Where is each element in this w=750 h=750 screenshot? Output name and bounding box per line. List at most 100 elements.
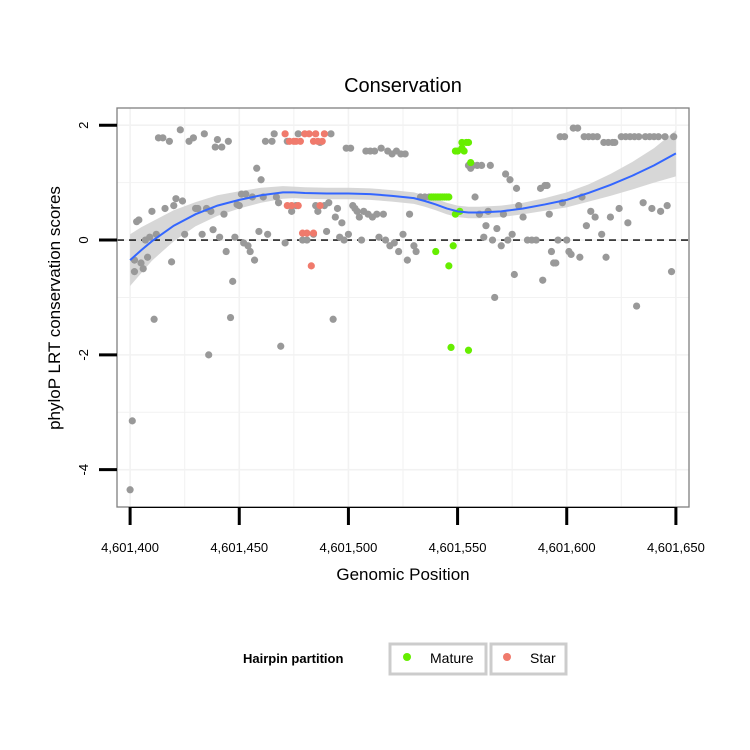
chart-title: Conservation	[344, 75, 462, 97]
point-other	[488, 236, 497, 244]
point-other	[539, 276, 547, 284]
point-other	[327, 130, 335, 138]
legend-key-star-dot	[503, 653, 511, 661]
point-other	[222, 247, 230, 256]
point-other	[410, 242, 418, 250]
point-other	[322, 227, 331, 236]
point-other	[161, 204, 169, 213]
point-other	[381, 236, 390, 244]
legend-key-mature-dot	[403, 653, 411, 661]
point-other	[242, 190, 250, 198]
point-other	[224, 137, 232, 145]
point-other	[338, 219, 346, 227]
point-other	[353, 207, 361, 215]
y-axis: -4 -2 0 2	[76, 122, 117, 476]
point-other	[375, 233, 383, 241]
point-other	[235, 201, 243, 210]
point-other	[482, 222, 490, 230]
point-other	[257, 176, 265, 184]
point-other	[264, 230, 272, 238]
point-other	[471, 193, 479, 201]
point-other	[281, 239, 289, 247]
y-tick-label: 2	[76, 122, 91, 129]
x-tick-label: 4,601,450	[210, 540, 268, 555]
point-star	[296, 137, 304, 145]
point-other	[567, 250, 575, 258]
point-star	[318, 137, 326, 145]
point-star	[309, 229, 318, 237]
point-other	[268, 137, 276, 145]
point-other	[624, 219, 632, 227]
point-other	[130, 268, 139, 276]
point-other	[194, 204, 202, 213]
point-mature	[447, 343, 455, 351]
legend-label-star: Star	[530, 650, 556, 666]
point-other	[288, 207, 296, 215]
point-other	[574, 124, 582, 132]
point-mature	[445, 262, 453, 270]
point-other	[150, 315, 158, 323]
point-other	[270, 130, 278, 138]
point-other	[486, 161, 494, 170]
point-other	[635, 133, 643, 141]
point-other	[255, 227, 263, 236]
point-other	[648, 204, 656, 213]
point-other	[491, 293, 499, 302]
point-other	[502, 170, 510, 178]
point-other	[231, 233, 239, 241]
point-other	[654, 133, 663, 141]
x-axis-title: Genomic Position	[336, 565, 469, 584]
point-other	[560, 133, 569, 141]
point-star	[307, 262, 315, 270]
point-other	[615, 204, 623, 213]
point-other	[598, 230, 606, 238]
point-other	[314, 207, 322, 215]
point-other	[213, 135, 222, 144]
point-other	[294, 130, 302, 138]
point-other	[510, 270, 518, 279]
point-star	[316, 201, 324, 210]
point-other	[211, 143, 219, 151]
y-tick-label: 0	[76, 236, 91, 243]
point-other	[532, 236, 540, 244]
x-tick-label: 4,601,600	[538, 540, 596, 555]
point-star	[288, 201, 296, 210]
point-other	[277, 342, 285, 350]
point-mature	[449, 242, 457, 250]
point-mature	[432, 247, 440, 256]
point-other	[591, 213, 599, 221]
point-other	[347, 144, 355, 152]
point-other	[477, 161, 486, 170]
point-star	[294, 201, 302, 210]
point-other	[403, 256, 411, 264]
point-other	[506, 176, 514, 184]
point-other	[253, 164, 261, 172]
smooth-line	[129, 152, 677, 261]
point-other	[401, 150, 409, 158]
point-star	[281, 130, 289, 138]
point-other	[303, 236, 311, 244]
point-other	[229, 277, 237, 285]
x-tick-label: 4,601,650	[647, 540, 705, 555]
point-other	[200, 130, 208, 138]
point-other	[493, 224, 501, 233]
y-tick-label: -2	[76, 349, 91, 361]
point-other	[128, 417, 136, 425]
point-other	[552, 259, 560, 267]
point-other	[504, 236, 512, 244]
point-other	[563, 236, 571, 244]
point-other	[554, 236, 562, 244]
legend-title: Hairpin partition	[243, 651, 343, 666]
point-other	[198, 230, 206, 238]
y-tick-label: -4	[76, 464, 91, 476]
point-other	[244, 242, 252, 250]
point-other	[545, 210, 553, 218]
point-other	[250, 256, 259, 264]
point-other	[499, 210, 508, 218]
point-other	[143, 253, 152, 261]
point-other	[582, 222, 590, 230]
point-other	[181, 230, 189, 238]
point-other	[480, 233, 488, 241]
point-other	[333, 204, 342, 213]
